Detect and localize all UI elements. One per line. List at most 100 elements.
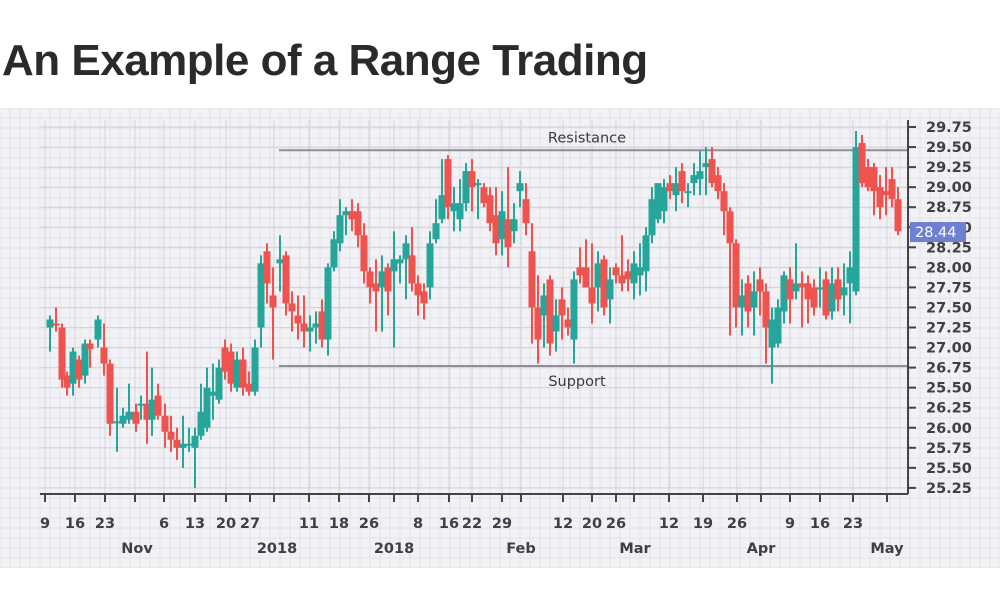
- x-tick-label: 20: [582, 516, 602, 532]
- x-tick-label: 12: [553, 516, 573, 532]
- candle-body: [179, 443, 187, 448]
- candle-body: [516, 183, 524, 192]
- y-tick-label: 25.75: [926, 441, 972, 457]
- candle-body: [690, 175, 698, 184]
- candle-down: [546, 275, 554, 356]
- candle-body: [618, 275, 626, 284]
- support-resistance-lines: Resistance Support: [279, 130, 908, 390]
- candle-down: [564, 307, 572, 336]
- y-tick-label: 29.00: [926, 180, 972, 196]
- candle-up: [642, 227, 650, 292]
- candle-down: [810, 279, 818, 316]
- x-tick-label: 29: [492, 516, 512, 532]
- candle-down: [444, 155, 452, 220]
- candle-body: [269, 295, 277, 308]
- candle-down: [534, 275, 542, 364]
- candle-body: [119, 415, 127, 424]
- candle-up: [378, 255, 386, 332]
- candle-up: [540, 283, 548, 348]
- candle-body: [792, 283, 800, 292]
- candle-down: [75, 355, 83, 388]
- candle-body: [63, 375, 71, 388]
- chart-axes: 29.7529.5029.2529.0028.7528.5028.2528.00…: [40, 120, 972, 557]
- x-tick-label: 8: [413, 516, 423, 532]
- x-tick-label: 26: [606, 516, 626, 532]
- candle-down: [354, 203, 362, 248]
- candle-down: [63, 371, 71, 396]
- candle-body: [348, 211, 356, 220]
- x-period-label: May: [870, 541, 904, 557]
- candle-down: [239, 347, 247, 396]
- candle-down: [492, 187, 500, 256]
- candle-body: [378, 271, 386, 288]
- candle-body: [318, 311, 326, 340]
- candle-body: [852, 147, 860, 292]
- candle-down: [227, 343, 235, 392]
- candle-up: [203, 367, 211, 432]
- candle-down: [58, 323, 66, 388]
- candle-down: [384, 263, 392, 316]
- x-tick-label: 9: [785, 516, 795, 532]
- candle-body: [408, 255, 416, 284]
- candle-body: [432, 223, 440, 240]
- candle-down: [366, 267, 374, 304]
- candle-down: [822, 271, 830, 320]
- candle-body: [420, 291, 428, 304]
- x-tick-label: 11: [299, 516, 319, 532]
- candle-up: [426, 231, 434, 300]
- candle-body: [882, 191, 890, 196]
- candle-up: [81, 339, 89, 384]
- candle-down: [372, 259, 380, 332]
- candle-body: [828, 283, 836, 312]
- candle-body: [330, 239, 338, 268]
- candle-down: [834, 267, 842, 312]
- candle-down: [882, 167, 890, 216]
- candle-body: [288, 303, 296, 312]
- candle-body: [750, 291, 758, 308]
- candle-body: [624, 271, 632, 280]
- x-period-label: 2018: [257, 541, 297, 557]
- candle-body: [762, 291, 770, 328]
- candle-down: [288, 291, 296, 332]
- candle-down: [732, 239, 740, 328]
- candle-down: [582, 239, 590, 288]
- candle-up: [432, 199, 440, 244]
- candle-body: [336, 215, 344, 244]
- candle-down: [294, 295, 302, 340]
- candle-up: [342, 207, 350, 236]
- candle-up: [594, 251, 602, 312]
- candle-body: [161, 415, 169, 432]
- candle-down: [876, 175, 884, 220]
- candle-body: [300, 323, 308, 332]
- y-tick-label: 27.50: [926, 300, 972, 316]
- candle-down: [100, 323, 108, 376]
- candle-body: [810, 287, 818, 308]
- candle-body: [714, 175, 722, 192]
- candle-down: [300, 295, 308, 348]
- candle-body: [191, 435, 199, 448]
- candle-body: [94, 319, 102, 340]
- candle-up: [552, 299, 560, 352]
- candle-down: [720, 183, 728, 236]
- candle-body: [366, 271, 374, 288]
- candle-body: [185, 443, 193, 446]
- candle-body: [324, 267, 332, 340]
- candle-body: [756, 279, 764, 292]
- candle-up: [306, 315, 314, 352]
- candle-body: [245, 383, 253, 392]
- candle-up: [840, 263, 848, 316]
- candlestick-chart: Resistance Support 29.75 29.50 29.25 29.00 28…: [0, 108, 1000, 568]
- candle-body: [576, 267, 584, 276]
- candle-body: [233, 359, 241, 388]
- candle-body: [251, 347, 259, 392]
- resistance-label: Resistance: [548, 130, 626, 146]
- candle-body: [588, 287, 596, 304]
- candle-up: [702, 147, 710, 196]
- x-tick-label: 13: [185, 516, 205, 532]
- candle-body: [528, 251, 536, 308]
- candle-up: [456, 179, 464, 232]
- x-tick-label: 23: [843, 516, 863, 532]
- x-period-label: 2018: [374, 541, 414, 557]
- chart-grid: [0, 108, 1000, 568]
- candle-body: [582, 267, 590, 288]
